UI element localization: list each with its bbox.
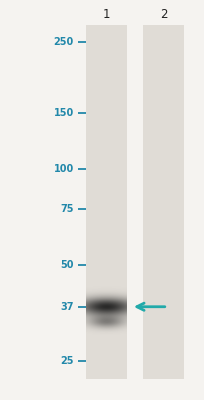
Text: 250: 250 — [53, 37, 74, 47]
Text: 1: 1 — [102, 8, 110, 21]
Text: 2: 2 — [159, 8, 166, 21]
Text: 25: 25 — [60, 356, 74, 366]
Text: 75: 75 — [60, 204, 74, 214]
Text: 37: 37 — [60, 302, 74, 312]
Bar — [143, 25, 183, 379]
Bar — [86, 25, 126, 379]
Text: 150: 150 — [53, 108, 74, 118]
Text: 100: 100 — [53, 164, 74, 174]
Text: 50: 50 — [60, 260, 74, 270]
